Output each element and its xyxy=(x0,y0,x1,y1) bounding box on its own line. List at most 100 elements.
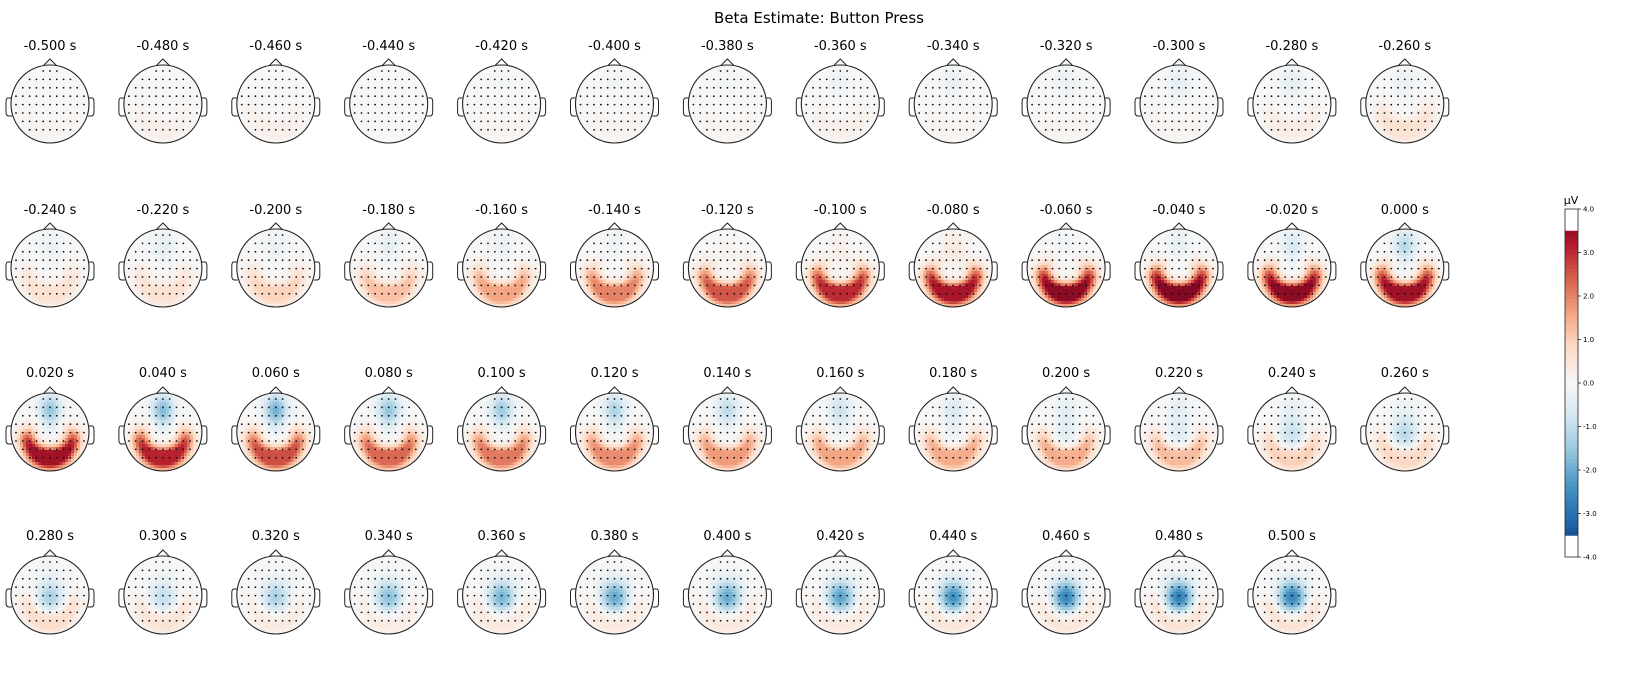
sensor-dots xyxy=(1257,398,1327,459)
sensor-dots xyxy=(579,561,650,622)
sensor-dots xyxy=(466,70,537,131)
right-ear xyxy=(652,97,659,117)
left-ear xyxy=(1247,261,1254,281)
nose xyxy=(1284,58,1300,67)
topomap xyxy=(795,549,885,635)
sensor-dots xyxy=(1257,70,1327,131)
nose xyxy=(381,222,397,231)
right-ear xyxy=(878,425,885,445)
topomap-time-label: -0.500 s xyxy=(24,39,77,54)
topomap xyxy=(908,222,998,308)
nose xyxy=(381,549,397,558)
nose xyxy=(720,386,735,395)
nose xyxy=(1284,549,1300,558)
nose xyxy=(1171,386,1187,395)
left-ear xyxy=(1021,588,1029,608)
right-ear xyxy=(765,97,772,117)
right-ear xyxy=(1217,97,1224,117)
left-ear xyxy=(570,97,577,117)
topomap-time-label: -0.040 s xyxy=(1153,203,1206,218)
head-outline xyxy=(10,555,90,635)
topomap-time-label: -0.140 s xyxy=(588,203,641,218)
right-ear xyxy=(652,261,659,281)
topomap-field xyxy=(11,556,89,634)
topomap xyxy=(1247,58,1337,144)
colorbar-tick-label: 0.0 xyxy=(1583,380,1594,388)
nose xyxy=(155,386,171,395)
right-ear xyxy=(765,261,772,281)
sensor-dots xyxy=(240,70,311,131)
left-ear xyxy=(344,97,351,117)
sensor-dots xyxy=(240,234,311,295)
topomap xyxy=(1360,222,1450,308)
sensor-dots xyxy=(240,398,311,459)
left-ear xyxy=(682,261,690,281)
left-ear xyxy=(457,261,464,281)
head-outline xyxy=(913,228,993,308)
left-ear xyxy=(795,261,803,281)
left-ear xyxy=(457,425,464,445)
colorbar-tick-label: 3.0 xyxy=(1583,249,1594,257)
left-ear xyxy=(118,97,125,117)
sensor-dots xyxy=(1144,398,1214,459)
left-ear xyxy=(1360,97,1367,117)
right-ear xyxy=(539,97,547,117)
topomap-field xyxy=(11,65,89,143)
sensor-dots xyxy=(579,70,650,131)
left-ear xyxy=(1360,425,1367,445)
topomap xyxy=(1360,58,1450,144)
head-outline xyxy=(913,392,993,472)
right-ear xyxy=(765,425,772,445)
sensor-dots xyxy=(466,561,537,622)
topomap-field xyxy=(1252,393,1331,471)
head-outline xyxy=(1139,228,1219,308)
nose xyxy=(42,58,58,67)
left-ear xyxy=(344,425,351,445)
head-outline xyxy=(687,555,767,635)
head-outline xyxy=(1026,392,1106,472)
sensor-dots xyxy=(1031,398,1101,459)
head-outline xyxy=(574,392,655,472)
head-outline xyxy=(687,64,767,144)
right-ear xyxy=(200,588,208,608)
topomap-field xyxy=(1027,229,1106,307)
topomap xyxy=(1021,386,1111,472)
sensor-dots xyxy=(918,70,989,131)
head-outline xyxy=(10,64,90,144)
nose xyxy=(720,549,735,558)
right-ear xyxy=(878,97,885,117)
nose xyxy=(720,222,735,231)
topomap xyxy=(231,58,321,144)
topomap xyxy=(1021,58,1111,144)
nose xyxy=(268,386,284,395)
head-outline xyxy=(10,392,90,472)
nose xyxy=(494,58,509,67)
topomap xyxy=(570,222,659,308)
topomap-time-label: -0.240 s xyxy=(24,203,77,218)
left-ear xyxy=(1247,425,1254,445)
head-outline xyxy=(462,228,542,308)
sensor-dots xyxy=(579,234,650,295)
topomap-time-label: 0.160 s xyxy=(816,366,864,381)
left-ear xyxy=(5,97,12,117)
nose xyxy=(42,222,58,231)
colorbar: µV 4.0 3.0 2.0 1.0 0.0 -1.0 -2.0 -3.0 -4.0 xyxy=(1564,194,1597,562)
topomap-time-label: 0.240 s xyxy=(1268,366,1316,381)
nose xyxy=(494,386,509,395)
left-ear xyxy=(344,261,351,281)
topomap xyxy=(5,58,95,144)
nose xyxy=(494,222,509,231)
head-outline xyxy=(10,228,90,308)
topomap-field xyxy=(123,65,202,143)
colorbar-tick-label: 2.0 xyxy=(1583,293,1594,301)
topomap-time-label: 0.340 s xyxy=(365,529,413,544)
head-outline xyxy=(1252,228,1332,308)
left-ear xyxy=(908,425,916,445)
head-outline xyxy=(1365,228,1445,308)
nose xyxy=(1058,386,1074,395)
left-ear xyxy=(231,588,238,608)
nose xyxy=(945,58,961,67)
right-ear xyxy=(991,425,998,445)
right-ear xyxy=(313,425,321,445)
